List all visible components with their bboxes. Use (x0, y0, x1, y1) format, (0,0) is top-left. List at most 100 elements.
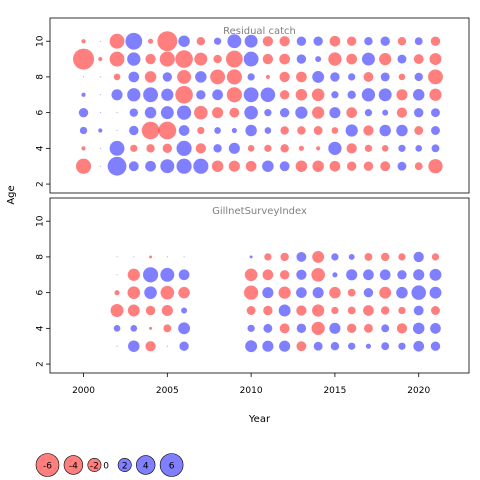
bubble (328, 52, 342, 66)
bubble (429, 88, 442, 101)
axes-group: 2000 2005 2010 2015 2020 (72, 373, 430, 396)
bubble (213, 54, 222, 64)
panel-1: Residual catch 2 4 6 8 10 (36, 17, 470, 194)
bubbles (73, 31, 443, 176)
bubble (428, 69, 443, 85)
bubble (398, 342, 406, 350)
bubble (363, 305, 374, 316)
bubble (262, 36, 274, 47)
bubble (262, 160, 274, 172)
legend-bubble (136, 455, 156, 475)
bubble (279, 90, 290, 100)
bubble (396, 89, 408, 101)
bubble (144, 286, 157, 299)
bubble (128, 161, 139, 172)
bubble (264, 144, 272, 152)
bubble (329, 322, 341, 334)
bubble (346, 161, 357, 171)
bubble (379, 286, 392, 299)
bubble (109, 140, 125, 156)
y-tick-label: 2 (36, 181, 46, 187)
bubble (363, 287, 374, 298)
bubble (262, 53, 274, 65)
bubble (278, 286, 291, 299)
bubble (78, 107, 89, 118)
bubble (363, 125, 374, 136)
legend-item: -4 (63, 455, 84, 475)
bubble (99, 76, 101, 78)
bubble (379, 124, 391, 137)
bubble (364, 144, 373, 152)
bubble (129, 125, 139, 136)
bubble (178, 286, 190, 299)
bubble (413, 305, 424, 316)
x-tick-label: 2010 (240, 386, 263, 396)
bubble (380, 161, 391, 172)
bubble (245, 340, 258, 353)
bubble (348, 73, 356, 81)
bubble (175, 50, 193, 68)
y-tick-label: 4 (36, 325, 46, 331)
bubble (381, 342, 390, 351)
bubble (279, 71, 290, 83)
bubble (381, 252, 390, 262)
bubble (160, 267, 175, 282)
bubble (330, 72, 340, 82)
legend-label: 4 (143, 462, 149, 472)
bubble (329, 160, 341, 172)
bubble (329, 35, 341, 47)
bubble (114, 290, 120, 296)
bubble (313, 36, 323, 46)
bubble (144, 106, 157, 119)
bubble (178, 322, 191, 335)
legend-label: 2 (122, 462, 128, 472)
bubble (163, 324, 172, 333)
bubble (295, 106, 308, 119)
bubble (413, 251, 424, 263)
bubble (278, 304, 291, 317)
y-tick-label: 8 (36, 74, 46, 80)
bubble (396, 286, 408, 299)
bubble (311, 321, 325, 335)
bubble (99, 94, 101, 96)
bubble (73, 48, 95, 70)
bubble (312, 287, 324, 299)
bubble (245, 124, 257, 137)
bubble (412, 322, 425, 335)
bubble (348, 342, 356, 350)
bubble (146, 144, 155, 153)
bubble (79, 126, 88, 135)
y-tick-label: 10 (36, 35, 46, 47)
bubble (413, 54, 424, 64)
bubble (296, 71, 307, 83)
legend-label: -6 (43, 462, 52, 472)
bubble (128, 340, 140, 352)
bubble (160, 106, 174, 120)
bubble (411, 285, 426, 300)
bubble (107, 156, 127, 176)
bubble (312, 160, 324, 172)
bubble (113, 325, 121, 332)
bubble (176, 105, 192, 120)
bubble (279, 161, 290, 172)
legend-label: 0 (103, 462, 109, 472)
bubble (116, 112, 118, 114)
bubble (142, 267, 159, 283)
bubble (331, 127, 339, 134)
legend-item: 2 (117, 458, 132, 472)
bubble (363, 161, 374, 171)
bubble (227, 34, 242, 49)
bubble (398, 306, 406, 315)
bubble (196, 37, 206, 46)
bubble (412, 89, 425, 101)
legend-item: 4 (136, 455, 156, 475)
bubble (312, 106, 325, 119)
bubble (332, 272, 338, 278)
bubble (330, 342, 340, 351)
bubble (347, 90, 356, 99)
legend-bubble (35, 453, 60, 477)
bubble (361, 88, 376, 102)
bubble (431, 108, 440, 118)
bubble (346, 269, 358, 281)
bubble (81, 146, 86, 151)
